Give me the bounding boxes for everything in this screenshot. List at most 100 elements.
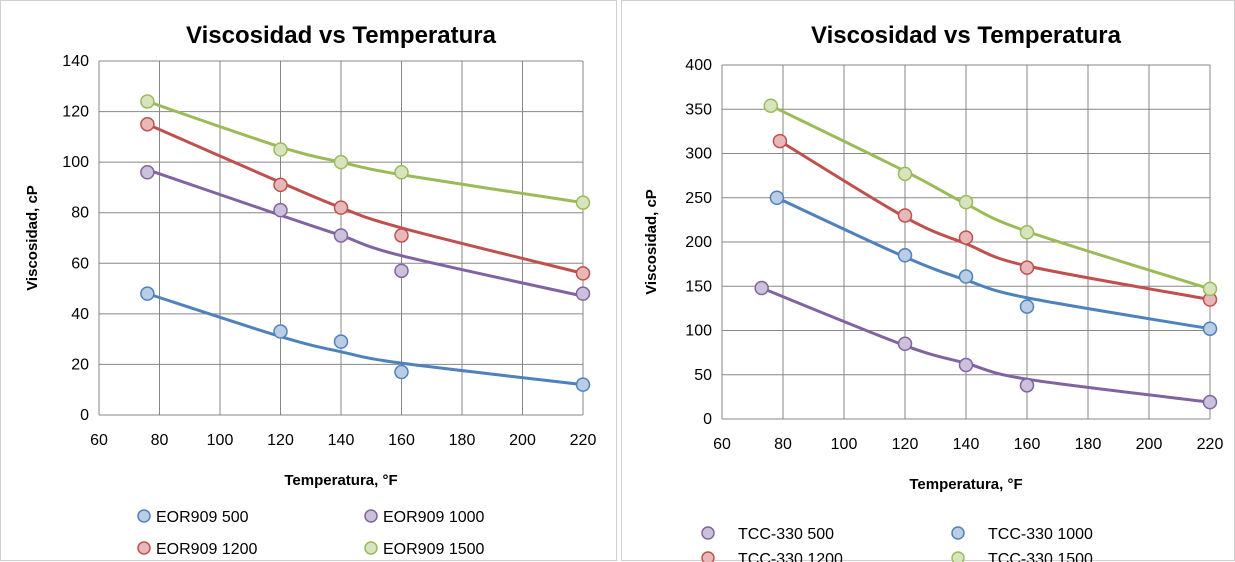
legend-marker [364, 509, 378, 523]
data-point [897, 336, 913, 352]
data-point [273, 202, 288, 218]
y-tick-label: 300 [685, 146, 712, 163]
x-tick-label: 160 [1014, 436, 1041, 453]
data-point [140, 165, 155, 180]
y-axis-label: Viscosidad, cP [643, 189, 660, 295]
viscosity-chart-eor909: Viscosidad vs Temperatura 0 20 40 60 80 100 120… [24, 22, 597, 558]
legend-marker [137, 509, 151, 523]
y-tick-label: 100 [62, 154, 89, 171]
data-point [273, 142, 288, 157]
data-point [1019, 260, 1035, 275]
y-tick-label: 100 [685, 323, 712, 340]
x-tick-label: 60 [90, 432, 108, 449]
data-point [140, 94, 155, 109]
data-point [333, 154, 349, 170]
trend-line-0 [761, 286, 1211, 404]
data-point [1019, 299, 1035, 314]
data-point [394, 228, 409, 243]
y-tick-label: 200 [685, 234, 712, 251]
legend-marker [701, 526, 715, 540]
x-tick-label: 180 [1075, 436, 1102, 453]
data-point [897, 166, 913, 182]
legend-marker [951, 551, 965, 562]
x-tick-label: 60 [713, 436, 731, 453]
y-tick-label: 0 [703, 411, 712, 428]
data-point [575, 377, 591, 392]
data-point [140, 116, 155, 132]
data-point [754, 280, 769, 296]
data-point [575, 195, 591, 210]
x-tick-label: 120 [892, 436, 919, 453]
viscosity-chart-tcc330: Viscosidad vs Temperatura 0 50 100 150 200 250… [643, 22, 1224, 562]
y-tick-label: 20 [71, 356, 89, 373]
legend-label: EOR909 1500 [383, 541, 485, 558]
legend-label: EOR909 1200 [156, 541, 258, 558]
data-point [333, 334, 349, 349]
legend-label: EOR909 1000 [383, 509, 485, 526]
x-tick-label: 180 [449, 432, 476, 449]
y-tick-label: 120 [62, 104, 89, 121]
x-tick-label: 200 [1136, 436, 1163, 453]
data-point [273, 177, 288, 193]
x-tick-label: 220 [1197, 436, 1224, 453]
legend-label: TCC-330 1000 [988, 526, 1093, 543]
x-tick-label: 160 [388, 432, 415, 449]
x-tick-label: 120 [267, 432, 294, 449]
data-point [1019, 225, 1035, 240]
data-point [772, 133, 788, 149]
x-tick-label: 80 [774, 436, 792, 453]
data-point [140, 286, 155, 301]
y-tick-label: 150 [685, 278, 712, 295]
y-tick-label: 60 [71, 255, 89, 272]
legend-label: TCC-330 1500 [988, 551, 1093, 562]
data-point [763, 98, 779, 113]
legend-marker [137, 541, 151, 555]
y-tick-label: 0 [80, 407, 89, 424]
x-tick-label: 80 [151, 432, 169, 449]
chart-panel-right: Viscosidad vs Temperatura 0 50 100 150 200 250… [621, 0, 1235, 562]
y-axis-label: Viscosidad, cP [24, 185, 41, 291]
legend-label: TCC-330 1200 [738, 551, 843, 562]
x-tick-label: 140 [328, 432, 355, 449]
data-point [958, 194, 974, 210]
y-tick-label: 140 [62, 53, 89, 70]
x-axis-label: Temperatura, °F [909, 476, 1022, 493]
trend-line-1 [146, 168, 584, 298]
trend-line-0 [146, 292, 584, 387]
data-point [897, 248, 913, 263]
trend-line-2 [146, 122, 584, 275]
legend-marker [701, 551, 715, 562]
data-point [769, 190, 785, 205]
y-tick-label: 350 [685, 101, 712, 118]
chart-title: Viscosidad vs Temperatura [186, 22, 497, 49]
chart-panel-left: Viscosidad vs Temperatura 0 20 40 60 80 100 120… [0, 0, 617, 561]
y-tick-label: 400 [685, 57, 712, 74]
x-tick-label: 100 [207, 432, 234, 449]
x-tick-label: 100 [831, 436, 858, 453]
data-point [1202, 394, 1218, 410]
y-tick-label: 50 [694, 367, 712, 384]
y-tick-label: 250 [685, 190, 712, 207]
data-point [333, 228, 349, 243]
legend-label: TCC-330 500 [738, 526, 834, 543]
y-tick-label: 80 [71, 205, 89, 222]
data-point [394, 364, 409, 380]
legend-marker [951, 526, 965, 540]
data-point [1019, 378, 1035, 393]
data-point [394, 263, 409, 279]
data-point [958, 230, 974, 245]
legend-marker [364, 541, 378, 555]
data-point [1202, 321, 1218, 336]
x-tick-label: 200 [509, 432, 536, 449]
data-point [394, 165, 409, 180]
x-tick-label: 140 [953, 436, 980, 453]
data-point [958, 357, 974, 373]
data-point [273, 324, 288, 339]
data-point [958, 269, 974, 284]
data-point [575, 266, 591, 281]
data-point [897, 208, 913, 223]
x-tick-label: 220 [570, 432, 597, 449]
data-point [1202, 281, 1218, 297]
data-point [333, 200, 349, 215]
legend-label: EOR909 500 [156, 509, 249, 526]
